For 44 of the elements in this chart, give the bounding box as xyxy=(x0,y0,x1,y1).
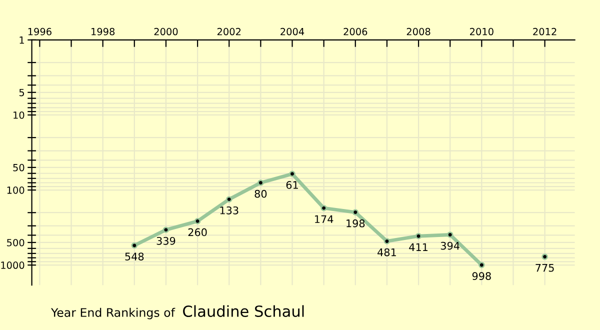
point xyxy=(415,232,422,240)
data-label: 80 xyxy=(254,190,267,198)
data-label: 548 xyxy=(125,252,144,260)
data-label: 775 xyxy=(536,264,554,272)
data-label: 481 xyxy=(378,248,396,256)
point xyxy=(542,254,548,260)
data-label: 174 xyxy=(315,215,334,223)
point xyxy=(289,170,296,178)
point xyxy=(162,226,170,233)
data-label: 260 xyxy=(188,228,207,236)
y-tick-label: 500 xyxy=(7,238,24,246)
y-tick-label: 1 xyxy=(20,36,24,44)
text: Claudine Schaul xyxy=(183,305,304,318)
x-tick-label: 1998 xyxy=(92,28,115,36)
point xyxy=(446,232,454,238)
point xyxy=(131,242,138,249)
x-tick-label: 2008 xyxy=(406,28,430,36)
x-tick-label: 2004 xyxy=(280,28,304,36)
point xyxy=(384,238,390,244)
y-tick-label: 50 xyxy=(13,164,24,172)
data-label: 198 xyxy=(346,219,365,228)
x-tick-label: 2002 xyxy=(217,28,241,36)
text: Year End Rankings of xyxy=(50,308,176,320)
point xyxy=(258,180,264,186)
x-tick-label: 2006 xyxy=(344,28,368,36)
data-label: 133 xyxy=(220,206,238,214)
y-tick-label: 5 xyxy=(19,88,24,96)
data-label: 339 xyxy=(156,236,176,245)
y-tick-label: 1000 xyxy=(1,262,24,269)
x-tick-label: 2012 xyxy=(533,28,556,36)
data-label: 411 xyxy=(409,243,428,251)
y-tick-label: 100 xyxy=(7,186,24,194)
point xyxy=(320,204,327,212)
data-label: 394 xyxy=(440,242,460,250)
data-label: 61 xyxy=(286,181,298,189)
point xyxy=(478,262,485,268)
point xyxy=(226,196,232,202)
data-label: 998 xyxy=(472,272,491,280)
x-tick-label: 2010 xyxy=(470,28,494,36)
point xyxy=(194,218,201,224)
y-tick-label: 10 xyxy=(14,111,24,119)
x-tick-label: 1996 xyxy=(28,28,52,36)
point xyxy=(352,209,359,216)
x-tick-label: 2000 xyxy=(154,28,178,36)
